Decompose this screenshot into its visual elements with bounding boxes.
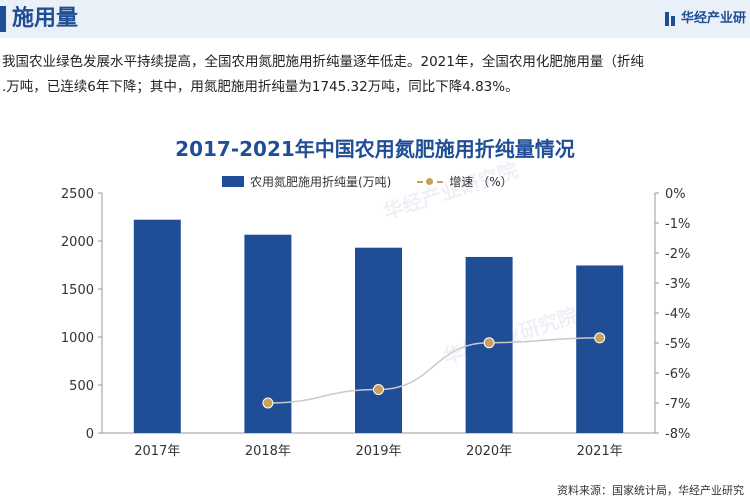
brand-name: 华经产业研 bbox=[680, 11, 746, 26]
growth-point bbox=[373, 384, 384, 395]
bar-2017年 bbox=[133, 219, 181, 433]
legend-line-label: 增速 （%） bbox=[449, 175, 513, 189]
y-left-tick-label: 500 bbox=[69, 379, 94, 394]
y-right-tick-label: -3% bbox=[665, 277, 690, 292]
growth-point bbox=[262, 397, 274, 409]
page-title: 施用量 bbox=[12, 6, 79, 31]
y-right-tick-label: -2% bbox=[665, 247, 690, 262]
legend-bar-label: 农用氮肥施用折纯量(万吨) bbox=[250, 175, 392, 189]
intro-line-1: 我国农业绿色发展水平持续提高，全国农用氮肥施用折纯量逐年低走。2021年，全国农… bbox=[2, 54, 644, 70]
growth-point bbox=[594, 332, 606, 344]
legend-line-swatch bbox=[417, 177, 444, 185]
y-left-tick-label: 1000 bbox=[61, 331, 94, 346]
chart-legend: 农用氮肥施用折纯量(万吨) 增速 （%） bbox=[222, 173, 513, 190]
growth-point bbox=[483, 337, 495, 349]
y-left-tick-label: 1500 bbox=[61, 283, 94, 298]
brand-logo: 华经产业研 bbox=[664, 11, 746, 27]
growth-line bbox=[267, 337, 600, 404]
intro-line-2: .万吨，已连续6年下降；其中，用氮肥施用折纯量为1745.32万吨，同比下降4.… bbox=[2, 79, 519, 95]
source-note: 资料来源：国家统计局，华经产业研究 bbox=[557, 484, 744, 497]
y-right-tick-label: -5% bbox=[665, 337, 690, 352]
y-right-tick-label: 0% bbox=[665, 187, 686, 202]
chart-title: 2017-2021年中国农用氮肥施用折纯量情况 bbox=[175, 137, 575, 161]
x-tick-label: 2020年 bbox=[466, 444, 512, 459]
bar-2021年 bbox=[576, 265, 624, 433]
x-tick-label: 2021年 bbox=[577, 444, 623, 459]
brand-icon bbox=[664, 12, 675, 26]
y-left-tick-label: 2000 bbox=[61, 235, 94, 250]
header-accent bbox=[0, 6, 6, 32]
y-left-tick-label: 0 bbox=[86, 427, 94, 442]
y-right-tick-label: -4% bbox=[665, 307, 690, 322]
intro-text: 我国农业绿色发展水平持续提高，全国农用氮肥施用折纯量逐年低走。2021年，全国农… bbox=[2, 50, 750, 100]
y-right-tick-label: -8% bbox=[665, 427, 690, 442]
bar-2019年 bbox=[355, 247, 402, 433]
x-tick-label: 2017年 bbox=[134, 444, 180, 459]
x-tick-label: 2018年 bbox=[245, 444, 291, 459]
header-bar: 施用量 华经产业研 bbox=[0, 0, 750, 38]
y-right-tick-label: -1% bbox=[665, 217, 690, 232]
y-left-tick-label: 2500 bbox=[61, 187, 94, 202]
legend-bar-swatch bbox=[222, 176, 244, 187]
y-right-tick-label: -7% bbox=[665, 397, 690, 412]
y-right-tick-label: -6% bbox=[665, 367, 690, 382]
x-tick-label: 2019年 bbox=[355, 444, 401, 459]
